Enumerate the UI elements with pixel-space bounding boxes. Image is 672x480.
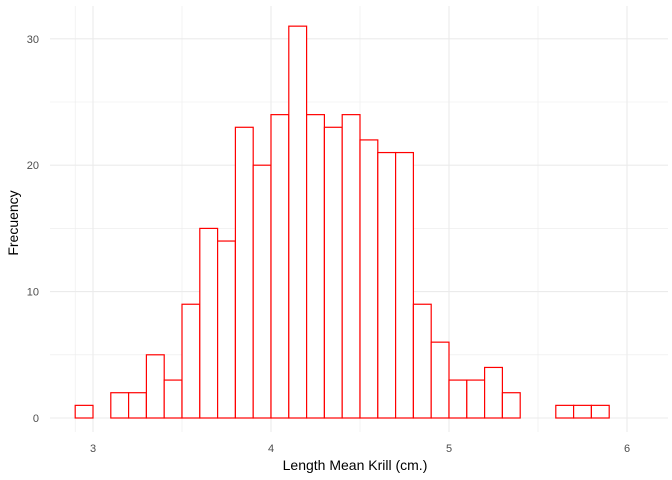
y-tick-label: 30: [27, 34, 39, 46]
x-tick-label: 4: [268, 443, 274, 455]
x-tick-label: 6: [624, 443, 630, 455]
histogram-bar: [288, 25, 308, 419]
histogram-bar: [234, 126, 254, 419]
histogram-bar: [466, 379, 486, 419]
histogram-bar: [163, 379, 183, 419]
x-axis-title: Length Mean Krill (cm.): [283, 457, 428, 473]
histogram-bar: [181, 303, 201, 419]
histogram-bar: [448, 379, 468, 419]
histogram-bar: [341, 114, 361, 419]
histogram-bar: [590, 404, 610, 419]
histogram-bar: [145, 354, 165, 419]
histogram-bar: [323, 126, 343, 419]
histogram-bars: [74, 25, 610, 419]
histogram-bar: [110, 392, 130, 419]
histogram-bar: [412, 303, 432, 419]
y-tick-label: 20: [27, 160, 39, 172]
y-axis-title: Frecuency: [5, 190, 21, 255]
histogram-bar: [128, 392, 148, 419]
histogram-bar: [572, 404, 592, 419]
histogram-bar: [270, 114, 290, 419]
tick-labels: 3 4 5 6 0 10 20 30: [27, 34, 630, 455]
histogram-bar: [306, 114, 326, 419]
histogram-bar: [74, 404, 94, 419]
histogram-bar: [430, 341, 450, 419]
y-tick-label: 10: [27, 287, 39, 299]
x-tick-label: 5: [446, 443, 452, 455]
histogram-bar: [252, 164, 272, 419]
histogram-bar: [555, 404, 575, 419]
x-tick-label: 3: [90, 443, 96, 455]
histogram-bar: [484, 366, 504, 419]
histogram-bar: [377, 151, 397, 419]
histogram-bar: [359, 139, 379, 419]
histogram-bar: [217, 240, 237, 419]
histogram-bar: [395, 151, 415, 419]
histogram-bar: [501, 392, 521, 419]
histogram-bar: [199, 227, 219, 419]
y-tick-label: 0: [33, 413, 39, 425]
